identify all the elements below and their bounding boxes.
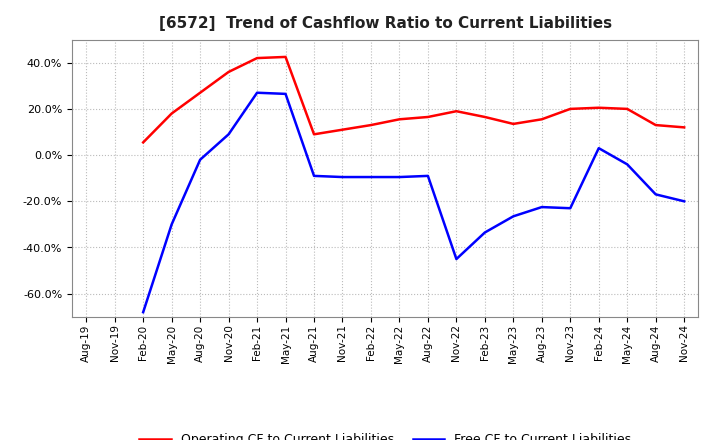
Free CF to Current Liabilities <box>167 222 176 227</box>
Operating CF to Current Liabilities <box>139 140 148 145</box>
Free CF to Current Liabilities <box>566 205 575 211</box>
Title: [6572]  Trend of Cashflow Ratio to Current Liabilities: [6572] Trend of Cashflow Ratio to Curren… <box>158 16 612 32</box>
Free CF to Current Liabilities <box>139 309 148 315</box>
Operating CF to Current Liabilities <box>509 121 518 127</box>
Free CF to Current Liabilities <box>452 257 461 262</box>
Operating CF to Current Liabilities <box>452 109 461 114</box>
Free CF to Current Liabilities <box>423 173 432 179</box>
Operating CF to Current Liabilities <box>680 125 688 130</box>
Operating CF to Current Liabilities <box>537 117 546 122</box>
Operating CF to Current Liabilities <box>253 55 261 61</box>
Free CF to Current Liabilities <box>652 192 660 197</box>
Free CF to Current Liabilities <box>680 198 688 204</box>
Line: Operating CF to Current Liabilities: Operating CF to Current Liabilities <box>143 57 684 143</box>
Operating CF to Current Liabilities <box>623 106 631 111</box>
Free CF to Current Liabilities <box>595 146 603 151</box>
Free CF to Current Liabilities <box>196 157 204 162</box>
Operating CF to Current Liabilities <box>338 127 347 132</box>
Operating CF to Current Liabilities <box>652 122 660 128</box>
Free CF to Current Liabilities <box>395 174 404 180</box>
Operating CF to Current Liabilities <box>566 106 575 111</box>
Operating CF to Current Liabilities <box>423 114 432 120</box>
Operating CF to Current Liabilities <box>225 69 233 74</box>
Operating CF to Current Liabilities <box>196 90 204 95</box>
Free CF to Current Liabilities <box>282 91 290 96</box>
Operating CF to Current Liabilities <box>310 132 318 137</box>
Line: Free CF to Current Liabilities: Free CF to Current Liabilities <box>143 93 684 312</box>
Free CF to Current Liabilities <box>509 214 518 219</box>
Free CF to Current Liabilities <box>537 205 546 210</box>
Operating CF to Current Liabilities <box>282 54 290 59</box>
Free CF to Current Liabilities <box>253 90 261 95</box>
Free CF to Current Liabilities <box>310 173 318 179</box>
Operating CF to Current Liabilities <box>366 122 375 128</box>
Legend: Operating CF to Current Liabilities, Free CF to Current Liabilities: Operating CF to Current Liabilities, Fre… <box>135 429 636 440</box>
Free CF to Current Liabilities <box>225 132 233 137</box>
Free CF to Current Liabilities <box>366 174 375 180</box>
Operating CF to Current Liabilities <box>480 114 489 120</box>
Operating CF to Current Liabilities <box>167 111 176 116</box>
Free CF to Current Liabilities <box>480 230 489 235</box>
Operating CF to Current Liabilities <box>595 105 603 110</box>
Operating CF to Current Liabilities <box>395 117 404 122</box>
Free CF to Current Liabilities <box>623 161 631 167</box>
Free CF to Current Liabilities <box>338 174 347 180</box>
